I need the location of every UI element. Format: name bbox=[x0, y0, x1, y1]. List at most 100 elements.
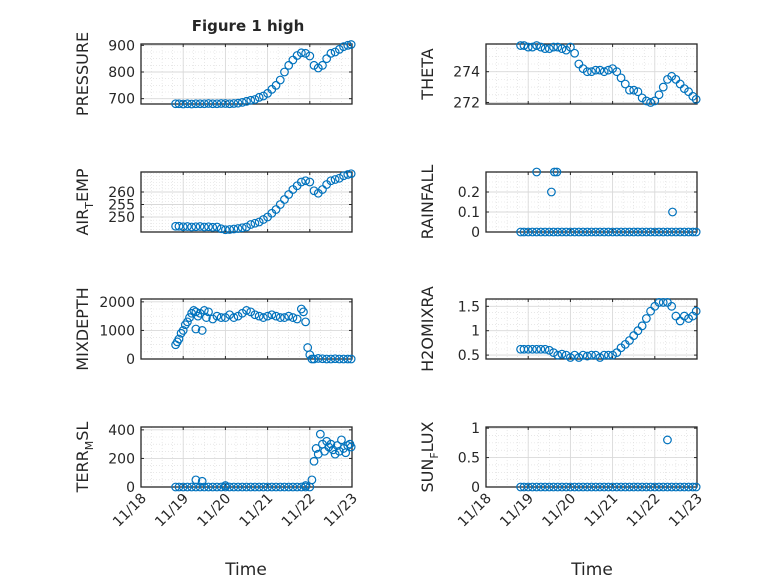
panel-sun-flux: 0 0.5 1 11/18 11/19 11/20 11/21 11/22 11/23 SUNFL… bbox=[418, 421, 706, 530]
y-tick-label: 1 bbox=[471, 324, 480, 340]
y-tick-label: 272 bbox=[453, 95, 480, 111]
data-point bbox=[330, 175, 340, 184]
data-point bbox=[204, 482, 213, 492]
data-point bbox=[275, 313, 285, 322]
data-point bbox=[318, 60, 327, 70]
y-tick-label: 255 bbox=[108, 198, 135, 214]
data-point bbox=[549, 227, 558, 237]
data-point bbox=[553, 482, 563, 492]
data-point bbox=[216, 313, 226, 322]
data-point bbox=[315, 429, 325, 439]
data-point bbox=[633, 87, 643, 97]
data-point bbox=[587, 227, 596, 237]
data-point bbox=[532, 482, 542, 492]
data-point bbox=[540, 482, 550, 492]
y-tick-label: 0.5 bbox=[458, 348, 480, 364]
data-point bbox=[208, 99, 218, 109]
data-point bbox=[176, 328, 186, 338]
data-point bbox=[646, 227, 655, 237]
y-tick-label: 1000 bbox=[99, 323, 135, 339]
data-point bbox=[616, 73, 626, 83]
data-point bbox=[612, 67, 622, 77]
x-tick-label: 11/18 bbox=[110, 491, 150, 531]
data-point bbox=[271, 311, 281, 321]
data-point bbox=[195, 99, 205, 109]
data-point bbox=[296, 482, 306, 492]
data-point bbox=[691, 306, 701, 316]
data-point bbox=[183, 317, 192, 327]
data-point bbox=[654, 482, 664, 492]
data-point bbox=[263, 482, 273, 492]
data-point bbox=[204, 222, 213, 232]
data-point bbox=[212, 222, 222, 232]
data-point bbox=[637, 321, 647, 331]
x-tick-label: 11/21 bbox=[237, 491, 277, 531]
y-tick-label: 274 bbox=[453, 65, 480, 81]
data-point bbox=[566, 227, 575, 237]
data-point bbox=[582, 482, 592, 492]
data-point bbox=[242, 482, 251, 492]
data-point bbox=[199, 482, 209, 492]
data-point bbox=[199, 222, 209, 232]
data-point bbox=[587, 350, 596, 360]
data-point bbox=[523, 344, 533, 354]
data-point bbox=[197, 326, 207, 335]
data-point bbox=[204, 99, 213, 108]
y-axis-label: MIXDEPTH bbox=[73, 287, 92, 370]
data-point bbox=[663, 482, 672, 492]
data-point bbox=[608, 482, 617, 492]
data-point bbox=[620, 227, 630, 237]
data-point bbox=[267, 482, 277, 492]
data-point bbox=[658, 82, 668, 92]
data-point bbox=[519, 482, 529, 492]
data-point bbox=[346, 40, 356, 49]
data-point bbox=[271, 482, 281, 492]
data-point bbox=[191, 475, 201, 485]
data-point bbox=[346, 354, 356, 364]
data-point bbox=[587, 482, 596, 492]
data-point bbox=[237, 223, 247, 233]
data-point bbox=[174, 99, 184, 109]
data-point bbox=[519, 344, 529, 354]
data-point bbox=[178, 222, 188, 232]
data-point bbox=[292, 314, 302, 324]
data-point bbox=[178, 482, 188, 492]
data-point bbox=[646, 306, 655, 316]
data-point bbox=[307, 475, 317, 485]
y-axis-label: AIRTEMP bbox=[73, 168, 96, 235]
data-point bbox=[566, 42, 575, 52]
axes-box bbox=[140, 43, 353, 105]
data-point bbox=[608, 227, 617, 237]
data-point bbox=[528, 482, 537, 492]
data-point bbox=[540, 227, 550, 237]
y-tick-label: 0 bbox=[126, 352, 135, 368]
y-tick-label: 2000 bbox=[99, 295, 135, 311]
data-point bbox=[284, 482, 294, 492]
data-point bbox=[343, 170, 353, 179]
data-point bbox=[242, 306, 251, 315]
data-point bbox=[174, 221, 184, 231]
data-point bbox=[299, 307, 308, 317]
y-tick-label: 1 bbox=[471, 421, 480, 437]
data-point bbox=[544, 44, 554, 54]
data-point bbox=[296, 48, 306, 58]
data-point bbox=[263, 311, 273, 321]
data-point bbox=[250, 218, 260, 228]
data-point bbox=[675, 482, 685, 492]
data-point bbox=[199, 99, 209, 109]
data-point bbox=[612, 482, 622, 492]
data-point bbox=[305, 51, 315, 61]
x-tick-label: 11/18 bbox=[455, 491, 495, 531]
data-point bbox=[603, 65, 613, 75]
data-point bbox=[549, 167, 559, 177]
data-point bbox=[641, 96, 651, 106]
data-point bbox=[250, 310, 260, 320]
data-point bbox=[547, 187, 556, 197]
data-point bbox=[552, 167, 562, 177]
data-point bbox=[671, 482, 681, 492]
data-point bbox=[301, 317, 310, 327]
data-point bbox=[202, 313, 211, 322]
data-point bbox=[603, 482, 613, 492]
data-point bbox=[197, 476, 207, 486]
